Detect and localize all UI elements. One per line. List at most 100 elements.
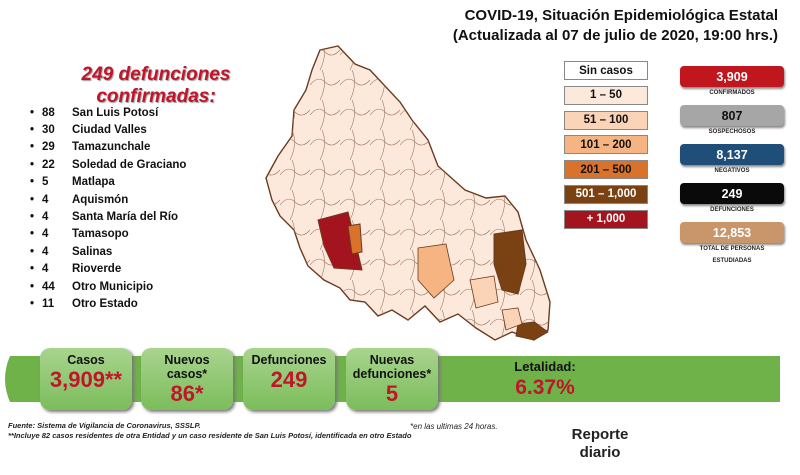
region-matlapa (501, 307, 523, 331)
bullet: • (30, 193, 35, 206)
municipality-name: Otro Estado (72, 297, 138, 310)
deaths-row: • 11 Otro Estado (30, 295, 186, 312)
death-count: 30 (42, 124, 55, 137)
bullet: • (30, 124, 35, 137)
legend-item: + 1,000 (564, 209, 648, 229)
letalidad-label: Letalidad: (514, 359, 576, 374)
bullet: • (30, 211, 35, 224)
region-tamazunchale (515, 321, 549, 341)
legend-item: 201 – 500 (564, 160, 648, 180)
card-nuevas-defunciones: Nuevas defunciones* 5 (346, 348, 438, 410)
card-nuevos-casos: Nuevos casos* 86* (141, 348, 233, 410)
source-note: Fuente: Sistema de Vigilancia de Coronav… (8, 421, 201, 430)
municipality-name: Aquismón (72, 193, 129, 206)
stat-label: CONFIRMADOS (709, 90, 755, 96)
deaths-list: • 88 San Luis Potosí • 30 Ciudad Valles • 29 Tam… (30, 104, 186, 313)
page-title: COVID-19, Situación Epidemiológica Estat… (453, 6, 778, 46)
region-rioverde (417, 243, 455, 299)
card-casos: Casos 3,909** (40, 348, 132, 410)
stat-value: 807 (680, 105, 784, 126)
death-count: 5 (42, 176, 49, 189)
legend-item: 101 – 200 (564, 135, 648, 155)
map-legend: Sin casos 1 – 50 51 – 100 101 – 200 201 – 50… (564, 61, 648, 235)
note-24h: *en las ultimas 24 horas. (410, 422, 498, 431)
deaths-row: • 5 Matlapa (30, 174, 186, 191)
deaths-row: • 4 Aquismón (30, 191, 186, 208)
deaths-row: • 88 San Luis Potosí (30, 104, 186, 121)
death-count: 4 (42, 193, 49, 206)
municipality-name: Matlapa (72, 176, 115, 189)
region-soledad (347, 223, 363, 255)
bullet: • (30, 280, 35, 293)
deaths-row: • 4 Santa María del Río (30, 208, 186, 225)
letalidad-value: 6.37% (515, 376, 575, 399)
death-count: 29 (42, 141, 55, 154)
stat-label: DEFUNCIONES (710, 207, 754, 213)
report-label: Reporte diario (571, 426, 629, 461)
region-ciudad-valles (493, 229, 527, 295)
casos-label: Casos (67, 353, 105, 367)
defunciones-value: 249 (270, 367, 308, 392)
bullet: • (30, 297, 35, 310)
bullet: • (30, 106, 35, 119)
death-count: 4 (42, 245, 49, 258)
state-map (265, 45, 551, 341)
bullet: • (30, 141, 35, 154)
defunciones-label: Defunciones (251, 353, 327, 367)
death-count: 44 (42, 280, 55, 293)
death-count: 4 (42, 263, 49, 276)
stat-value: 3,909 (680, 66, 784, 87)
legend-item: 501 – 1,000 (564, 184, 648, 204)
death-count: 4 (42, 228, 49, 241)
stat-value: 12,853 (680, 222, 784, 243)
note-82-cases: **Incluye 82 casos residentes de otra En… (8, 431, 412, 440)
deaths-row: • 4 Rioverde (30, 261, 186, 278)
legend-item: 1 – 50 (564, 85, 648, 105)
stats-panel: 3,909 CONFIRMADOS 807 SOSPECHOSOS 8,137 NEGAT… (680, 66, 784, 264)
deaths-headline: 249 defunciones confirmadas: (81, 64, 231, 107)
deaths-row: • 44 Otro Municipio (30, 278, 186, 295)
stat-label: TOTAL DE PERSONAS ESTUDIADAS (699, 246, 765, 264)
bullet: • (30, 245, 35, 258)
bullet: • (30, 228, 35, 241)
summary-bar: Casos 3,909** Nuevos casos* 86* Defuncio… (0, 348, 790, 410)
deaths-row: • 30 Ciudad Valles (30, 121, 186, 138)
deaths-row: • 4 Salinas (30, 243, 186, 260)
stat-value: 249 (680, 183, 784, 204)
municipality-name: Ciudad Valles (72, 124, 147, 137)
deaths-row: • 29 Tamazunchale (30, 139, 186, 156)
bullet: • (30, 176, 35, 189)
municipality-name: Tamazunchale (72, 141, 151, 154)
footnotes: Fuente: Sistema de Vigilancia de Coronav… (8, 421, 478, 441)
title-line-1: COVID-19, Situación Epidemiológica Estat… (464, 7, 778, 24)
death-count: 88 (42, 106, 55, 119)
municipality-name: Otro Municipio (72, 280, 154, 293)
bullet: • (30, 158, 35, 171)
death-count: 11 (42, 297, 55, 310)
stat-value: 8,137 (680, 144, 784, 165)
stat-label: NEGATIVOS (714, 168, 750, 174)
municipality-name: Salinas (72, 245, 113, 258)
title-line-2: (Actualizada al 07 de julio de 2020, 19:… (452, 27, 778, 44)
legend-item: Sin casos (564, 61, 648, 80)
legend-item: 51 – 100 (564, 110, 648, 130)
municipality-name: Rioverde (72, 263, 122, 276)
card-defunciones: Defunciones 249 (243, 348, 335, 410)
nuevos-casos-label: Nuevos casos* (164, 353, 210, 381)
bullet: • (30, 263, 35, 276)
nuevas-defunciones-label: Nuevas defunciones* (352, 353, 432, 381)
municipality-name: Santa María del Río (72, 211, 179, 224)
municipality-name: Soledad de Graciano (72, 158, 187, 171)
death-count: 22 (42, 158, 55, 171)
nuevos-casos-value: 86* (170, 381, 204, 406)
region-aquismon (469, 275, 499, 309)
letalidad-block: Letalidad: 6.37% (470, 356, 620, 400)
nuevas-defunciones-value: 5 (385, 381, 399, 406)
deaths-row: • 22 Soledad de Graciano (30, 156, 186, 173)
stat-label: SOSPECHOSOS (708, 129, 756, 135)
death-count: 4 (42, 211, 49, 224)
municipality-name: Tamasopo (72, 228, 129, 241)
casos-value: 3,909** (49, 367, 123, 392)
municipality-name: San Luis Potosí (72, 106, 159, 119)
deaths-row: • 4 Tamasopo (30, 226, 186, 243)
